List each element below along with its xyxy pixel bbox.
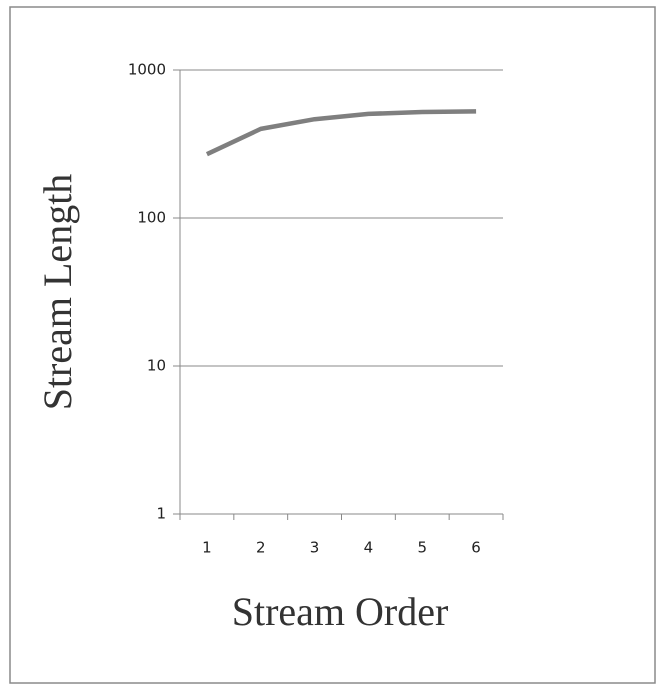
y-tick-label: 1000	[128, 61, 166, 79]
y-tick-label: 1	[156, 505, 166, 523]
x-tick-label: 6	[471, 539, 481, 557]
x-tick-label: 5	[417, 539, 427, 557]
y-tick-label: 10	[147, 357, 166, 375]
x-tick-label: 3	[310, 539, 320, 557]
x-tick-label: 1	[202, 539, 212, 557]
y-axis-title: Stream Length	[35, 174, 80, 411]
y-tick-label: 100	[137, 209, 166, 227]
x-tick-label: 2	[256, 539, 266, 557]
frame	[9, 6, 656, 684]
x-tick-label: 4	[364, 539, 374, 557]
line	[205, 109, 477, 157]
x-axis-title: Stream Order	[232, 589, 449, 634]
